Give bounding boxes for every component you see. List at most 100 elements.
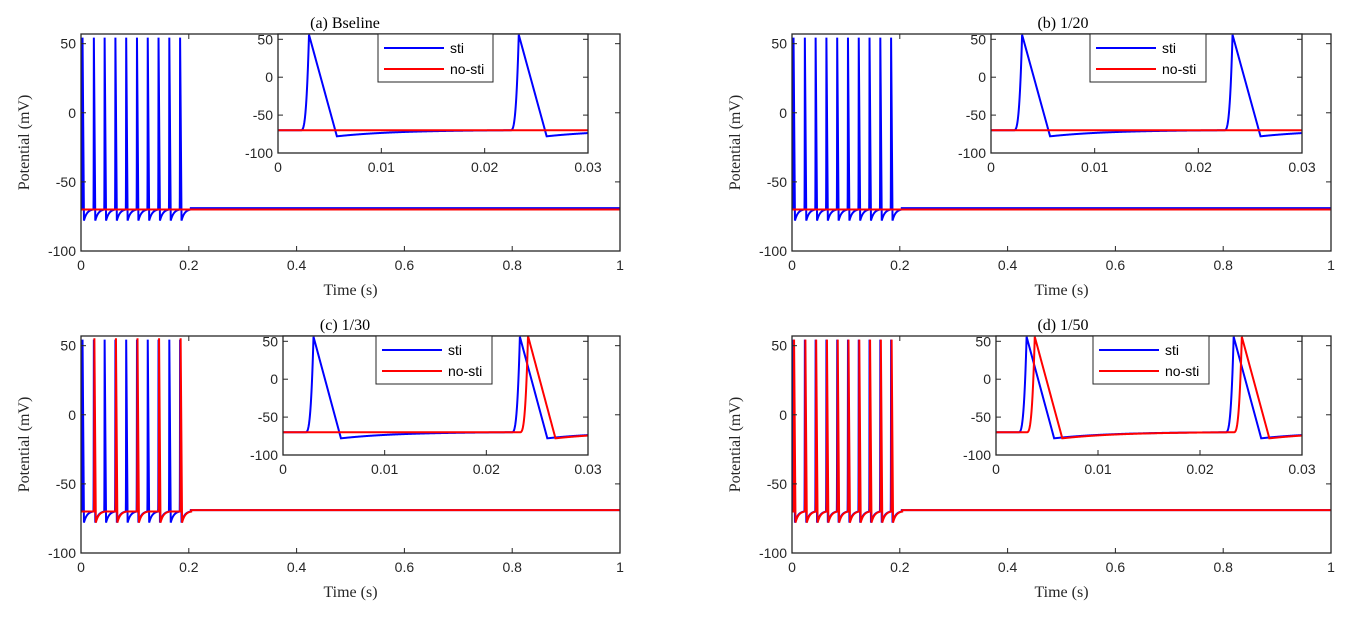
inset-axes-xtick-label: 0.01: [371, 461, 398, 477]
legend-label-no-sti: no-sti: [450, 61, 484, 77]
legend: sti no-sti: [377, 33, 494, 83]
main-axes-xtick-label: 0.8: [502, 559, 522, 575]
panel-title: (c) 1/30: [320, 317, 370, 334]
main-axes-ytick-label: -50: [56, 174, 76, 190]
panel-b: 0 0.2 0.4 0.6 0.8 1 -100 -50 0 50 Time (s) Potentia…: [727, 15, 1335, 299]
panel-title: (a) Bseline: [310, 15, 380, 32]
main-axes-ytick-label: -100: [759, 545, 787, 561]
inset-axes-xtick-label: 0.03: [1288, 461, 1315, 477]
legend: sti no-sti: [375, 335, 493, 385]
main-axes-ytick-label: 0: [779, 105, 787, 121]
inset-axes-xtick-label: 0.02: [473, 461, 500, 477]
inset-axes: 0 0.01 0.02 0.03 -100 -50 0 50 sti no-sti: [250, 333, 602, 477]
inset-axes-xtick-label: 0: [987, 159, 995, 175]
inset-axes-xtick-label: 0.03: [1288, 159, 1315, 175]
legend-label-sti: sti: [448, 342, 462, 358]
legend-label-no-sti: no-sti: [448, 363, 482, 379]
legend-box: [1092, 335, 1210, 385]
inset-axes-ytick-label: 50: [975, 333, 991, 349]
panel-title: (b) 1/20: [1037, 15, 1088, 32]
main-axes-ytick-label: -50: [56, 476, 76, 492]
inset-axes-ytick-label: 50: [970, 31, 986, 47]
main-axes-xtick-label: 0.4: [998, 257, 1018, 273]
main-axes-ytick-label: 0: [779, 407, 787, 423]
main-axes-xtick-label: 1: [1327, 257, 1335, 273]
legend-label-sti: sti: [1165, 342, 1179, 358]
inset-axes-xtick-label: 0.02: [1185, 159, 1212, 175]
legend-box: [377, 33, 494, 83]
inset-axes: 0 0.01 0.02 0.03 -100 -50 0 50 sti no-sti: [963, 333, 1316, 477]
main-axes-ytick-label: -50: [767, 476, 787, 492]
main-axes-xtick-label: 0: [77, 559, 85, 575]
main-axes-ytick-label: -100: [48, 545, 76, 561]
inset-series-line-no-sti: [996, 336, 1302, 440]
main-axes-xtick-label: 0.6: [1106, 257, 1126, 273]
legend: sti no-sti: [1089, 33, 1207, 83]
y-axis-label: Potential (mV): [727, 397, 744, 493]
inset-axes-ytick-label: 0: [270, 371, 278, 387]
y-axis-label: Potential (mV): [16, 397, 33, 493]
main-axes-xtick-label: 0.8: [1213, 559, 1233, 575]
main-axes-xtick-label: 0.6: [395, 559, 415, 575]
main-axes-xtick-label: 0.6: [395, 257, 415, 273]
main-axes-xtick-label: 0.4: [998, 559, 1018, 575]
panel-c: 0 0.2 0.4 0.6 0.8 1 -100 -50 0 50 Time (s) Potentia…: [16, 317, 624, 601]
main-axes-xtick-label: 0.6: [1106, 559, 1126, 575]
series-line-sti: [792, 37, 1331, 221]
legend-box: [1089, 33, 1207, 83]
inset-series-line-no-sti: [283, 336, 588, 440]
legend-label-no-sti: no-sti: [1162, 61, 1196, 77]
main-axes-xtick-label: 0: [788, 257, 796, 273]
main-axes-ytick-label: 50: [771, 338, 787, 354]
main-axes-xtick-label: 0.4: [287, 559, 307, 575]
series-line-sti: [81, 37, 620, 221]
main-axes-xtick-label: 0.8: [502, 257, 522, 273]
inset-axes: 0 0.01 0.02 0.03 -100 -50 0 50 sti no-sti: [958, 31, 1316, 175]
main-axes-ytick-label: -50: [767, 174, 787, 190]
y-axis-label: Potential (mV): [727, 95, 744, 191]
panel-a: 0 0.2 0.4 0.6 0.8 1 -100 -50 0 50 Time (s) Potentia…: [16, 15, 624, 299]
inset-axes-ytick-label: 50: [262, 333, 278, 349]
inset-axes-xtick-label: 0: [279, 461, 287, 477]
main-axes-ytick-label: -100: [759, 243, 787, 259]
legend-label-sti: sti: [450, 40, 464, 56]
main-axes-ytick-label: 50: [60, 36, 76, 52]
main-axes-xtick-label: 0.2: [890, 559, 910, 575]
inset-axes-xtick-label: 0.01: [1081, 159, 1108, 175]
inset-axes: 0 0.01 0.02 0.03 -100 -50 0 50 sti no-sti: [245, 31, 602, 175]
inset-axes-xtick-label: 0.02: [1186, 461, 1213, 477]
legend-label-no-sti: no-sti: [1165, 363, 1199, 379]
legend-label-sti: sti: [1162, 40, 1176, 56]
panel-d: 0 0.2 0.4 0.6 0.8 1 -100 -50 0 50 Time (s) Potentia…: [727, 317, 1335, 601]
main-axes-xtick-label: 0: [77, 257, 85, 273]
inset-axes-xtick-label: 0.01: [1084, 461, 1111, 477]
legend: sti no-sti: [1092, 335, 1210, 385]
x-axis-label: Time (s): [323, 584, 377, 601]
series-line-no-sti: [81, 338, 620, 523]
inset-axes-ytick-label: -100: [963, 447, 991, 463]
legend-box: [375, 335, 493, 385]
panel-title: (d) 1/50: [1037, 317, 1088, 334]
y-axis-label: Potential (mV): [16, 95, 33, 191]
inset-axes-ytick-label: -50: [253, 107, 273, 123]
main-axes-xtick-label: 0.2: [179, 257, 199, 273]
inset-axes-ytick-label: 0: [983, 371, 991, 387]
x-axis-label: Time (s): [1034, 282, 1088, 299]
x-axis-label: Time (s): [323, 282, 377, 299]
main-axes-ytick-label: 0: [68, 407, 76, 423]
inset-axes-ytick-label: -50: [966, 107, 986, 123]
inset-axes-xtick-label: 0: [992, 461, 1000, 477]
inset-axes-xtick-label: 0.03: [574, 159, 601, 175]
inset-axes-ytick-label: -50: [258, 409, 278, 425]
main-axes-xtick-label: 0.8: [1213, 257, 1233, 273]
inset-axes-ytick-label: -50: [971, 409, 991, 425]
x-axis-label: Time (s): [1034, 584, 1088, 601]
main-axes-xtick-label: 0: [788, 559, 796, 575]
main-axes-xtick-label: 0.4: [287, 257, 307, 273]
inset-axes-ytick-label: -100: [245, 145, 273, 161]
inset-axes-ytick-label: 0: [265, 69, 273, 85]
main-axes-ytick-label: 0: [68, 105, 76, 121]
main-axes-xtick-label: 0.2: [890, 257, 910, 273]
main-axes-xtick-label: 0.2: [179, 559, 199, 575]
inset-axes-ytick-label: -100: [958, 145, 986, 161]
